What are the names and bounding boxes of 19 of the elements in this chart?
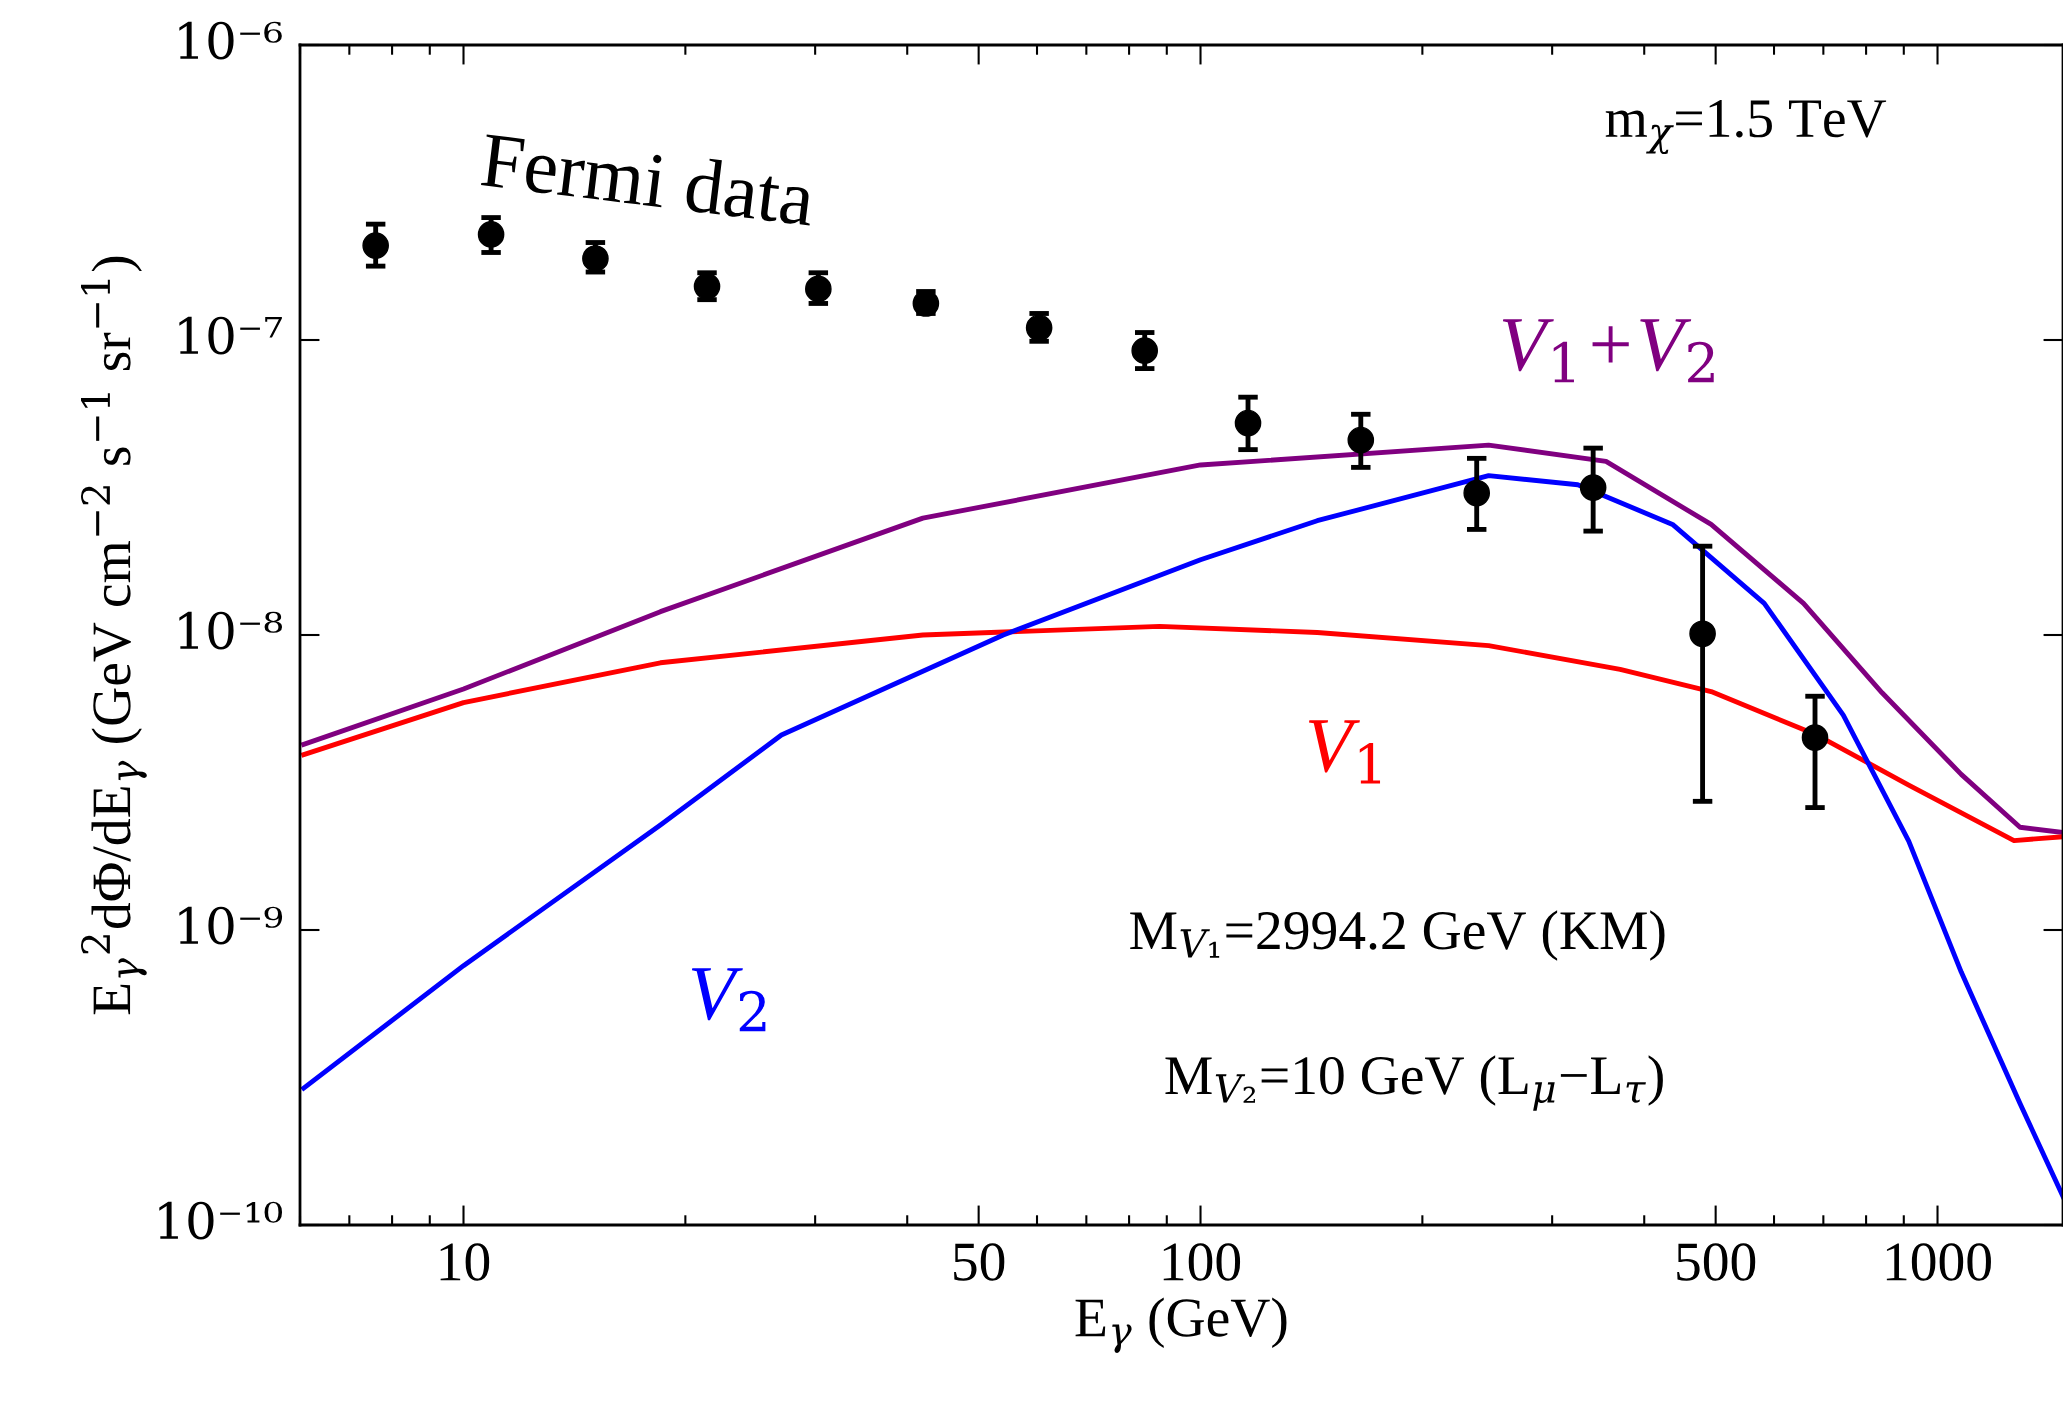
x-tick-label: 500: [1677, 1243, 1756, 1281]
annotation: M$_{V₁}$=2994.2 GeV (KM): [1130, 910, 1665, 961]
y-tick-label: 10⁻⁸: [179, 611, 283, 650]
x-tick-label: 50: [954, 1243, 1005, 1281]
annotation: Fermi data: [480, 131, 817, 227]
series-label: V$_{1}$: [1308, 720, 1381, 784]
x-tick-label: 10: [440, 1243, 490, 1281]
series-label: V$_{1}$+V$_{2}$: [1502, 319, 1714, 383]
y-tick-label: 10⁻¹⁰: [159, 1201, 283, 1240]
annotation: M$_{V₂}$=10 GeV (L$_{μ}$−L$_{τ}$): [1165, 1055, 1663, 1111]
x-axis-title: E$_{γ}$ (GeV): [1075, 1297, 1287, 1353]
y-tick-label: 10⁻⁷: [179, 316, 282, 355]
y-tick-label: 10⁻⁶: [179, 21, 282, 60]
text: E$_{γ}$$^{2}$dΦ/dE$_{γ}$ (GeV cm$^{−2}$ s$^{−1}$ sr$^{−1}$): [81, 256, 147, 1015]
series-label: V$_{2}$: [691, 968, 766, 1032]
annotation: m$_{χ}$=1.5 TeV: [1605, 100, 1887, 155]
y-tick-label: 10⁻⁹: [179, 906, 283, 945]
x-tick-label: 1000: [1886, 1243, 1991, 1281]
x-tick-label: 100: [1163, 1243, 1241, 1281]
